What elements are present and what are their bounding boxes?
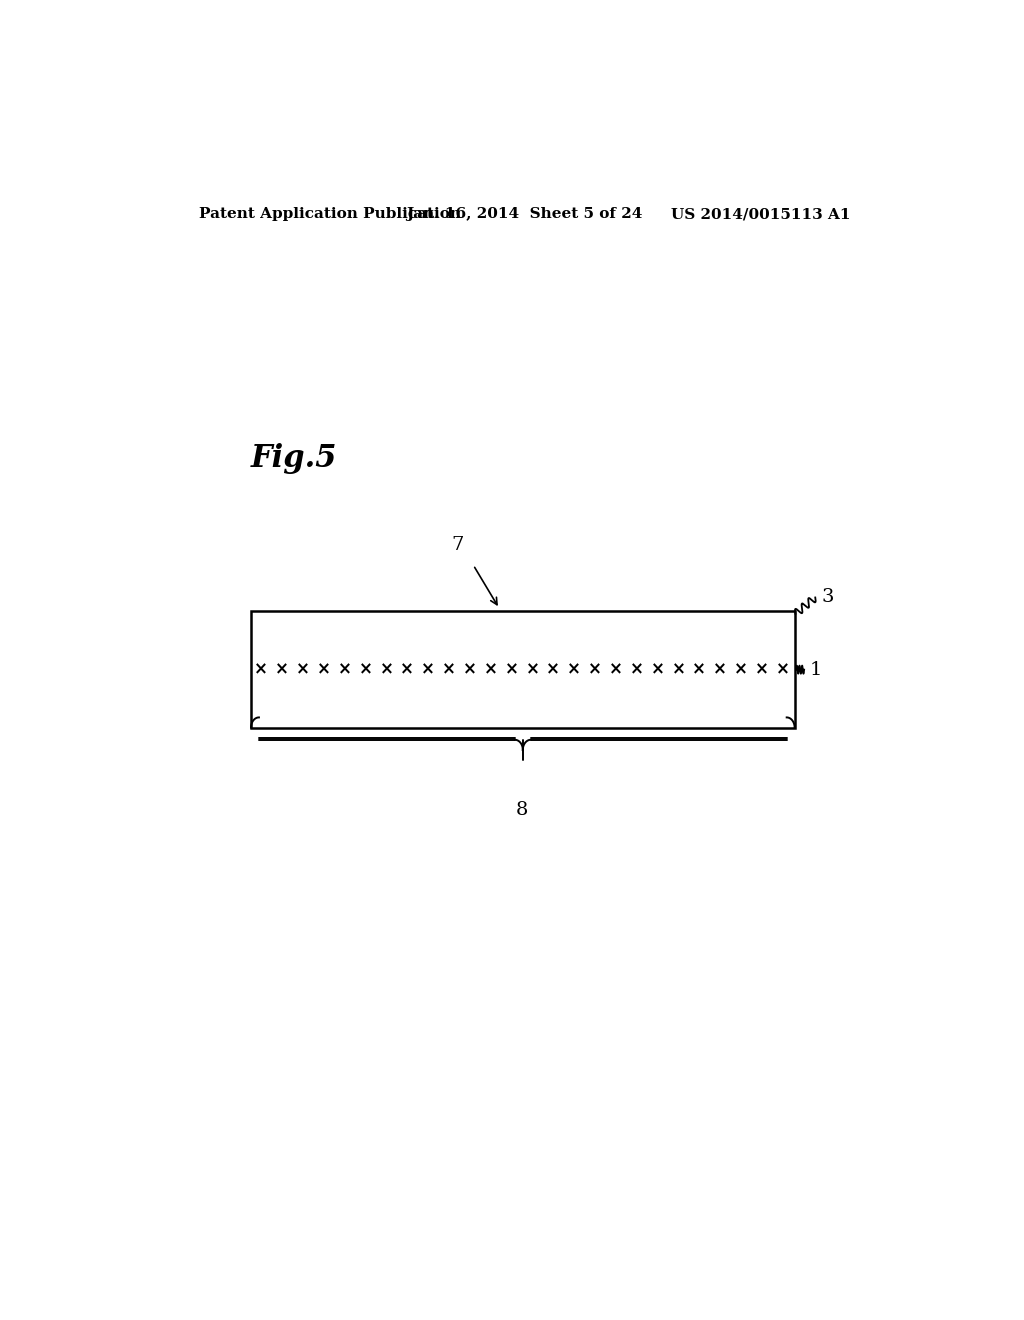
Text: ×: × xyxy=(275,660,289,678)
Text: Fig.5: Fig.5 xyxy=(251,444,338,474)
Text: ×: × xyxy=(734,660,748,678)
Text: ×: × xyxy=(505,660,518,678)
Text: ×: × xyxy=(609,660,623,678)
Text: ×: × xyxy=(755,660,769,678)
Text: ×: × xyxy=(776,660,790,678)
Text: 3: 3 xyxy=(821,589,835,606)
Text: ×: × xyxy=(713,660,727,678)
Text: 7: 7 xyxy=(452,536,464,554)
Text: ×: × xyxy=(463,660,477,678)
Text: 1: 1 xyxy=(810,660,822,678)
Text: Jan. 16, 2014  Sheet 5 of 24: Jan. 16, 2014 Sheet 5 of 24 xyxy=(407,207,643,222)
Text: ×: × xyxy=(338,660,351,678)
Text: ×: × xyxy=(254,660,268,678)
Text: ×: × xyxy=(380,660,393,678)
Text: ×: × xyxy=(567,660,581,678)
Text: ×: × xyxy=(547,660,560,678)
FancyBboxPatch shape xyxy=(251,611,795,727)
Text: ×: × xyxy=(692,660,707,678)
Text: ×: × xyxy=(421,660,435,678)
Text: ×: × xyxy=(442,660,456,678)
Text: ×: × xyxy=(588,660,602,678)
Text: ×: × xyxy=(525,660,540,678)
Text: ×: × xyxy=(630,660,644,678)
Text: ×: × xyxy=(672,660,685,678)
Text: ×: × xyxy=(650,660,665,678)
Text: ×: × xyxy=(400,660,415,678)
Text: Patent Application Publication: Patent Application Publication xyxy=(200,207,462,222)
Text: ×: × xyxy=(317,660,331,678)
Text: ×: × xyxy=(296,660,310,678)
Text: 8: 8 xyxy=(516,801,528,818)
Text: ×: × xyxy=(358,660,373,678)
Text: US 2014/0015113 A1: US 2014/0015113 A1 xyxy=(671,207,850,222)
Text: ×: × xyxy=(483,660,498,678)
